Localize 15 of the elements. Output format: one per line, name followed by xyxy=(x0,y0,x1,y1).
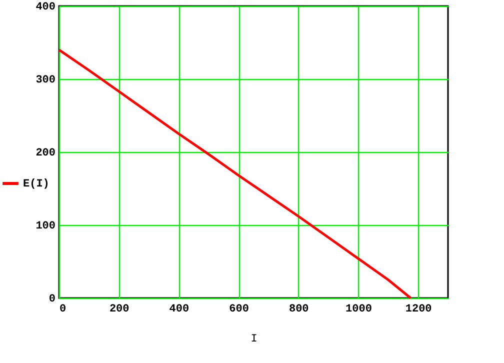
legend-label: E(I) xyxy=(23,178,50,190)
y-tick-label: 0 xyxy=(48,294,56,306)
x-tick-label: 0 xyxy=(60,304,66,316)
x-tick-label: 600 xyxy=(229,304,249,316)
x-tick-label: 400 xyxy=(169,304,190,316)
y-tick-label: 300 xyxy=(36,74,56,86)
y-tick-label: 200 xyxy=(36,148,56,160)
x-tick-label: 1000 xyxy=(346,304,372,316)
x-tick-label: 200 xyxy=(109,304,130,316)
x-tick-label: 800 xyxy=(288,304,309,316)
y-tick-label: 400 xyxy=(36,2,56,14)
y-tick-label: 100 xyxy=(36,220,56,232)
x-axis-title: I xyxy=(250,334,258,346)
line-series xyxy=(58,48,412,300)
x-tick-label: 1200 xyxy=(405,304,432,316)
